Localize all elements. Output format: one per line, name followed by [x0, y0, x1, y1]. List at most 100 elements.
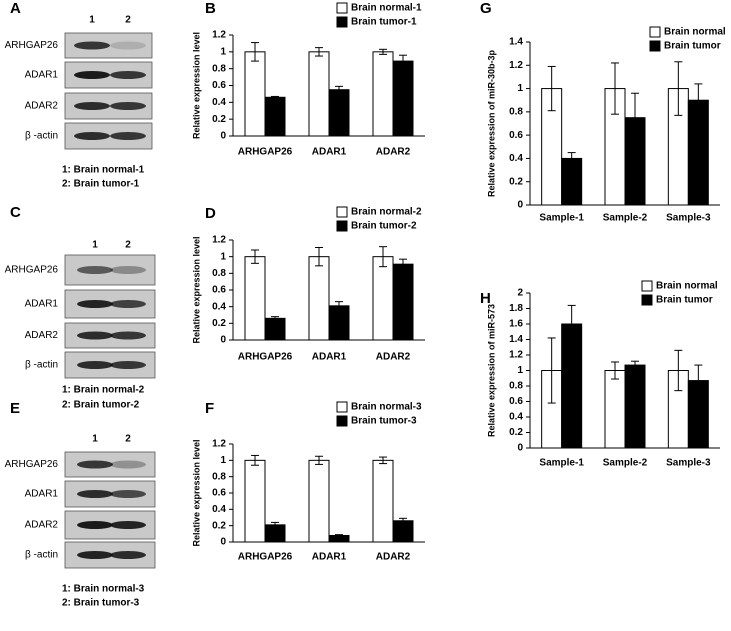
x-tick-label: Sample-3: [666, 213, 711, 224]
blot-band: [110, 521, 146, 529]
error-bar: [315, 247, 323, 267]
panel-letter: A: [10, 0, 21, 17]
y-tick-label: 0: [517, 200, 523, 211]
legend-label: Brain tumor-1: [351, 17, 417, 28]
bar: [244, 51, 266, 137]
panel-letter: F: [205, 400, 214, 417]
protein-label: ADAR2: [25, 330, 59, 341]
panel-letter: C: [10, 204, 21, 221]
y-axis-label: Relative expression level: [191, 439, 201, 546]
y-tick-label: 1.4: [509, 37, 523, 48]
lane-label: 1: [92, 240, 98, 251]
error-bar: [694, 364, 703, 397]
x-tick-label: ADAR1: [312, 147, 347, 158]
y-tick-label: 0.8: [212, 63, 226, 74]
blot-band: [110, 460, 146, 469]
error-bar: [399, 517, 407, 524]
protein-label: ADAR2: [25, 101, 59, 112]
y-tick-label: 1: [220, 251, 226, 262]
error-bar: [631, 360, 639, 370]
blot-band: [77, 460, 113, 469]
y-axis-label: Relative expression of miR-573: [486, 304, 496, 437]
y-tick-label: 0.2: [509, 427, 523, 438]
bar: [264, 96, 286, 137]
y-tick-label: 2: [517, 288, 523, 299]
blot-band: [110, 361, 146, 369]
error-bar: [251, 42, 259, 62]
protein-label: ADAR1: [25, 70, 59, 81]
error-bar: [251, 454, 259, 466]
y-tick-label: 0.4: [509, 412, 523, 423]
x-tick-label: ADAR2: [376, 352, 411, 363]
error-bar: [251, 249, 259, 264]
blot-band: [110, 41, 146, 50]
bar: [244, 256, 266, 341]
error-bar: [315, 47, 323, 57]
error-bar: [694, 83, 703, 118]
legend-swatch: [336, 2, 348, 14]
bar: [392, 520, 414, 543]
blot-band: [77, 331, 113, 340]
x-tick-label: ADAR2: [376, 147, 411, 158]
y-tick-label: 1: [517, 365, 523, 376]
x-tick-label: Sample-3: [666, 458, 711, 469]
y-tick-label: 0.8: [212, 471, 226, 482]
error-bar: [335, 534, 343, 537]
y-tick-label: 0.8: [509, 381, 523, 392]
y-tick-label: 0.4: [212, 97, 226, 108]
blot-band: [110, 132, 146, 140]
y-tick-label: 0: [220, 335, 226, 346]
blot-band: [77, 266, 113, 274]
error-bar: [399, 258, 407, 270]
blot-band: [110, 331, 146, 340]
bar: [328, 305, 350, 341]
bar: [328, 89, 350, 137]
error-bar: [547, 65, 556, 112]
error-bar: [335, 85, 343, 94]
y-tick-label: 1.4: [509, 334, 523, 345]
panel-letter: B: [205, 0, 216, 17]
legend-swatch: [336, 220, 348, 232]
legend-label: Brain normal: [656, 281, 718, 292]
blot-band: [74, 102, 110, 110]
legend-swatch: [641, 280, 653, 292]
panel-letter: E: [10, 400, 20, 417]
bar: [308, 459, 330, 543]
bar: [624, 364, 646, 449]
blot-band: [77, 521, 113, 529]
x-tick-label: ARHGAP26: [238, 352, 293, 363]
y-tick-label: 1.2: [212, 439, 226, 450]
blot-band: [110, 71, 146, 79]
blot-band: [110, 266, 146, 274]
bar: [264, 317, 286, 341]
blot-band: [74, 71, 110, 79]
lane-label: 2: [125, 434, 131, 445]
y-tick-label: 1.2: [509, 350, 523, 361]
caption: 2: Brain tumor-2: [62, 400, 140, 411]
y-tick-label: 0.2: [212, 114, 226, 125]
blot-band: [110, 551, 146, 559]
error-bar: [271, 521, 279, 528]
protein-label: β -actin: [25, 550, 58, 561]
legend-swatch: [336, 206, 348, 218]
x-tick-label: Sample-2: [603, 458, 648, 469]
y-tick-label: 1: [517, 83, 523, 94]
caption: 2: Brain tumor-3: [62, 598, 140, 609]
y-tick-label: 0.8: [212, 268, 226, 279]
bar: [392, 60, 414, 137]
error-bar: [674, 349, 683, 392]
y-tick-label: 0.6: [509, 130, 523, 141]
bar: [308, 256, 330, 341]
legend-swatch: [336, 415, 348, 427]
y-tick-label: 1.2: [212, 30, 226, 41]
blot-band: [77, 551, 113, 559]
bar: [561, 157, 583, 206]
caption: 1: Brain normal-2: [62, 385, 145, 396]
blot-band: [110, 300, 146, 308]
x-tick-label: Sample-1: [539, 213, 584, 224]
caption: 1: Brain normal-1: [62, 165, 145, 176]
error-bar: [567, 304, 576, 344]
y-tick-label: 1: [220, 46, 226, 57]
error-bar: [379, 246, 387, 268]
